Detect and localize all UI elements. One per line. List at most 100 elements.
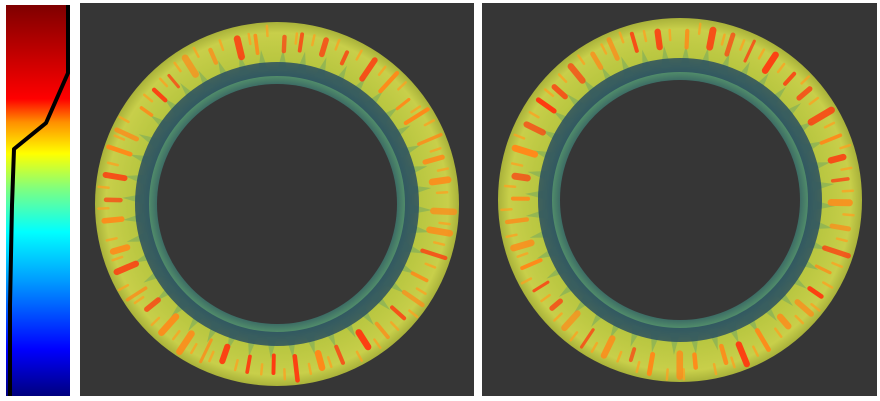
hotspot-streak xyxy=(511,172,531,182)
hotspot-fleck xyxy=(97,185,110,190)
hotspot-streak xyxy=(233,35,245,61)
hotspot-streak xyxy=(253,33,260,56)
hotspot-streak xyxy=(724,32,736,57)
hotspot-fleck xyxy=(510,162,524,167)
hotspot-streak xyxy=(422,154,445,165)
opacity-transfer-curve[interactable] xyxy=(8,5,70,396)
colormap-gradient xyxy=(6,5,70,396)
hotspot-fleck xyxy=(294,32,299,45)
hotspot-fleck xyxy=(500,208,513,212)
hotspot-streak xyxy=(579,328,595,349)
hotspot-streak xyxy=(378,70,400,94)
hotspot-streak xyxy=(510,239,535,252)
hotspot-streak xyxy=(692,352,698,370)
ring-hole xyxy=(560,80,800,320)
hotspot-fleck xyxy=(307,362,313,375)
hotspot-fleck xyxy=(577,54,586,65)
hotspot-fleck xyxy=(600,43,608,55)
hotspot-streak xyxy=(504,217,530,225)
hotspot-streak xyxy=(420,248,448,261)
hotspot-streak xyxy=(684,28,690,50)
hotspot-streak xyxy=(511,144,539,158)
hotspot-fleck xyxy=(553,312,563,322)
hotspot-fleck xyxy=(259,363,264,376)
hotspot-streak xyxy=(654,28,663,51)
hotspot-streak xyxy=(314,349,326,371)
hotspot-streak xyxy=(796,86,813,101)
colormap-transfer-function-editor[interactable] xyxy=(6,5,70,396)
hotspot-streak xyxy=(829,223,852,232)
inner-band xyxy=(135,62,419,346)
hotspot-streak xyxy=(814,264,832,275)
hotspot-streak xyxy=(523,121,546,136)
ring-hole xyxy=(157,84,397,324)
hotspot-streak xyxy=(208,47,219,65)
hotspot-streak xyxy=(181,54,199,78)
hotspot-streak xyxy=(292,354,300,383)
hotspot-streak xyxy=(219,343,231,365)
hotspot-streak xyxy=(114,127,140,142)
hotspot-fleck xyxy=(436,167,450,172)
hotspot-fleck xyxy=(106,161,119,167)
hotspot-fleck xyxy=(113,134,126,141)
hotspot-fleck xyxy=(730,356,736,369)
hotspot-streak xyxy=(549,298,563,311)
hotspot-fleck xyxy=(143,93,154,103)
hotspot-fleck xyxy=(423,119,435,127)
hotspot-fleck xyxy=(326,356,333,369)
hotspot-fleck xyxy=(408,309,419,319)
hotspot-streak xyxy=(319,37,329,58)
hotspot-fleck xyxy=(133,295,145,305)
hotspot-streak xyxy=(158,313,180,337)
hotspot-streak xyxy=(426,226,454,237)
hotspot-fleck xyxy=(192,46,200,58)
hotspot-streak xyxy=(761,51,779,74)
hotspot-streak xyxy=(551,84,568,100)
hotspot-streak xyxy=(628,347,637,363)
hotspot-fleck xyxy=(173,61,182,73)
hotspot-fleck xyxy=(557,73,568,83)
hotspot-fleck xyxy=(513,133,526,140)
hotspot-fleck xyxy=(117,283,130,292)
hotspot-streak xyxy=(706,26,717,51)
hotspot-fleck xyxy=(389,321,400,331)
hotspot-streak xyxy=(567,63,586,84)
hotspot-fleck xyxy=(158,77,169,88)
hotspot-fleck xyxy=(435,190,449,195)
hotspot-streak xyxy=(245,354,252,374)
ring-volume-render-right xyxy=(498,18,862,382)
hotspot-fleck xyxy=(616,350,623,363)
hotspot-streak xyxy=(374,321,390,340)
hotspot-streak xyxy=(561,310,581,332)
hotspot-streak xyxy=(359,57,378,82)
hotspot-fleck xyxy=(841,189,855,193)
hotspot-streak xyxy=(646,351,656,377)
hotspot-streak xyxy=(401,289,425,308)
inner-band xyxy=(538,58,822,342)
hotspot-fleck xyxy=(218,39,225,52)
hotspot-fleck xyxy=(569,331,579,342)
hotspot-streak xyxy=(125,286,148,302)
hotspot-streak xyxy=(719,343,729,365)
render-view-right[interactable] xyxy=(482,3,877,396)
hotspot-fleck xyxy=(397,81,407,91)
hotspot-streak xyxy=(827,153,847,164)
hotspot-fleck xyxy=(540,293,551,303)
hotspot-streak xyxy=(390,305,407,321)
hotspot-streak xyxy=(830,177,850,183)
hotspot-fleck xyxy=(739,39,746,51)
hotspot-streak xyxy=(776,313,792,330)
hotspot-fleck xyxy=(839,143,852,150)
hotspot-fleck xyxy=(111,255,124,262)
hotspot-fleck xyxy=(831,261,844,269)
hotspot-fleck xyxy=(823,121,836,129)
hotspot-fleck xyxy=(840,166,853,171)
hotspot-fleck xyxy=(543,88,555,98)
hotspot-fleck xyxy=(618,31,625,44)
hotspot-streak xyxy=(176,330,195,356)
hotspot-fleck xyxy=(373,338,382,349)
render-view-left[interactable] xyxy=(80,3,474,396)
hotspot-streak xyxy=(109,244,131,255)
hotspot-fleck xyxy=(505,233,518,239)
hotspot-streak xyxy=(783,71,797,86)
